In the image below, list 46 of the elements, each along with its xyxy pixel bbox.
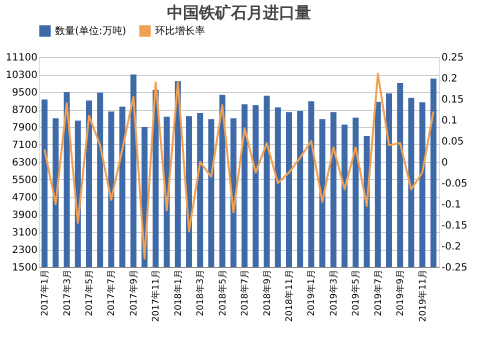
x-tick-label: 2018年3月 (195, 270, 206, 316)
y-tick-label: 1500 (12, 262, 38, 274)
x-tick-label: 2019年3月 (328, 270, 340, 316)
y2-tick-label: 0.2 (442, 74, 458, 84)
legend-label: 环比增长率 (155, 25, 205, 37)
y2-tick-label: 0.25 (442, 52, 464, 64)
x-tick-label: 2018年7月 (240, 270, 251, 316)
y-tick-label: 3900 (12, 210, 38, 221)
y2-tick-label: -0.2 (442, 242, 462, 252)
y2-tick-label: 0.05 (442, 136, 464, 148)
y-tick-label: 8700 (12, 105, 38, 116)
x-tick-label: 2018年11月 (284, 270, 295, 322)
y-tick-label: 10300 (6, 70, 38, 81)
x-tick-label: 2017年9月 (128, 270, 140, 316)
x-tick-label: 2017年1月 (40, 270, 51, 316)
x-tick-label: 2018年5月 (217, 270, 228, 316)
y2-tick-label: 0.1 (442, 116, 458, 126)
x-tick-label: 2017年3月 (62, 270, 73, 316)
chart-title: 中国铁矿石月进口量 (167, 3, 311, 22)
y-tick-label: 9500 (12, 88, 38, 98)
x-tick-label: 2018年9月 (262, 270, 273, 316)
x-tick-label: 2017年5月 (84, 270, 95, 316)
y2-tick-label: -0.1 (442, 200, 462, 210)
y-tick-label: 4700 (12, 192, 38, 204)
y2-tick-label: -0.15 (442, 220, 468, 232)
y-tick-label: 11100 (6, 52, 38, 64)
x-tick-label: 2017年7月 (106, 270, 118, 316)
x-tick-label: 2019年1月 (306, 270, 318, 316)
y-tick-label: 7100 (12, 140, 38, 151)
y-tick-label: 7900 (12, 122, 38, 134)
y-tick-label: 6300 (12, 158, 38, 168)
x-tick-label: 2019年7月 (372, 270, 384, 316)
y2-tick-label: 0 (442, 158, 448, 168)
x-tick-label: 2017年11月 (150, 270, 162, 322)
y2-tick-label: -0.05 (442, 178, 468, 190)
x-tick-label: 2019年5月 (350, 270, 362, 316)
line-series (44, 72, 434, 260)
x-tick-label: 2019年11月 (417, 270, 428, 322)
y-tick-label: 3100 (12, 228, 38, 238)
legend-label: 数量(单位:万吨) (55, 25, 126, 37)
x-tick-label: 2018年1月 (172, 270, 184, 316)
y2-tick-label: -0.25 (442, 262, 468, 274)
y-tick-label: 2300 (12, 245, 38, 256)
y2-tick-label: 0.15 (442, 94, 464, 106)
y-tick-label: 5500 (12, 175, 38, 186)
x-tick-label: 2019年9月 (395, 270, 406, 316)
